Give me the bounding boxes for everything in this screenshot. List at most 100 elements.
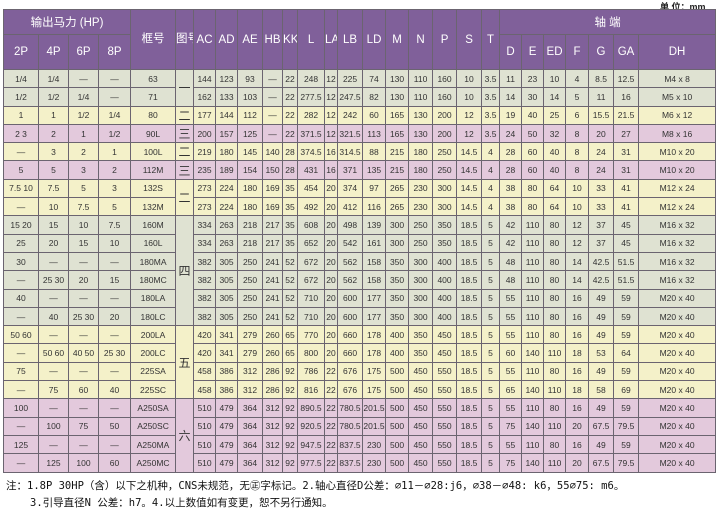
shaft-cell: 40 xyxy=(543,142,567,162)
dim-cell: 400 xyxy=(432,306,458,327)
dim-cell: 14.5 xyxy=(456,178,483,199)
dim-cell: 144 xyxy=(215,105,239,125)
shaft-cell: 48 xyxy=(499,270,523,290)
dim-cell: 150 xyxy=(262,160,284,180)
shaft-cell: 49 xyxy=(588,288,615,308)
dim-cell: 224 xyxy=(215,178,239,199)
dim-header: L xyxy=(297,9,326,70)
shaft-cell: M16 x 32 xyxy=(638,270,717,290)
shaft-cell: 42 xyxy=(499,215,523,235)
shaft-cell: 59 xyxy=(613,361,640,382)
dim-cell: 20 xyxy=(324,215,339,235)
shaft-cell: 59 xyxy=(613,434,640,455)
dim-cell: 230 xyxy=(408,178,434,199)
notes: 注：1.8P 30HP（含）以下之机种，CNS未规范，无㊣字标记。2.轴心直径D… xyxy=(6,478,624,512)
dim-cell: — xyxy=(262,68,284,89)
dim-cell: 562 xyxy=(337,270,364,290)
shaft-cell: 49 xyxy=(588,398,615,418)
dim-cell: 52 xyxy=(282,306,299,327)
unit-label: 单 位：mm xyxy=(660,2,706,12)
dim-cell: 5 xyxy=(481,288,501,308)
dim-cell: 300 xyxy=(408,251,434,272)
dim-cell: 382 xyxy=(193,306,217,327)
hp-cell: — xyxy=(3,453,39,473)
dim-cell: 22 xyxy=(324,434,339,455)
shaft-cell: 45 xyxy=(613,215,640,235)
dim-cell: 5 xyxy=(481,434,501,455)
dim-cell: 20 xyxy=(324,288,339,308)
dim-cell: 3.5 xyxy=(481,87,501,107)
dim-cell: 158 xyxy=(362,251,387,272)
dim-cell: 130 xyxy=(385,87,410,107)
shaft-cell: 16 xyxy=(565,306,590,327)
hp-cell: 25 30 xyxy=(97,343,132,363)
dim-cell: 600 xyxy=(337,288,364,308)
dim-cell: 157 xyxy=(215,123,239,144)
dim-cell: 28 xyxy=(282,142,299,162)
hp-cell: 15 20 xyxy=(3,215,39,235)
table-row: —75 60 40 225SC 458 386 312 286 92 816 22 676 175 500… xyxy=(3,380,717,400)
dim-cell: 20 xyxy=(324,306,339,327)
hp-cell: — xyxy=(97,325,132,345)
shaft-cell: 49 xyxy=(588,361,615,382)
dim-cell: 139 xyxy=(362,215,387,235)
dim-cell: 160 xyxy=(432,87,458,107)
dim-cell: 169 xyxy=(262,178,284,199)
dim-cell: 201.5 xyxy=(362,416,387,436)
dim-cell: 16 xyxy=(324,142,339,162)
shaft-cell: 30 xyxy=(521,87,545,107)
dim-cell: 247.5 xyxy=(337,87,364,107)
dim-cell: 103 xyxy=(237,87,264,107)
shaft-cell: 10 xyxy=(565,197,590,217)
shaft-cell: 42.5 xyxy=(588,270,615,290)
shaft-cell: 16 xyxy=(565,288,590,308)
shaft-cell: 55 xyxy=(499,398,523,418)
shaft-cell: 51.5 xyxy=(613,251,640,272)
shaft-cell: M20 x 40 xyxy=(638,434,717,455)
dim-cell: 12 xyxy=(456,105,483,125)
shaft-cell: 110 xyxy=(521,325,545,345)
shaft-cell: 59 xyxy=(613,398,640,418)
shaft-cell: 11 xyxy=(499,68,523,89)
dim-cell: 52 xyxy=(282,251,299,272)
dim-cell: 92 xyxy=(282,453,299,473)
dim-cell: 273 xyxy=(193,197,217,217)
shaft-cell: 14 xyxy=(499,87,523,107)
hp-cell: — xyxy=(97,288,132,308)
dim-cell: 241 xyxy=(262,306,284,327)
dim-cell: 225 xyxy=(337,68,364,89)
dim-cell: 65 xyxy=(282,325,299,345)
dim-cell: 20 xyxy=(324,270,339,290)
shaft-header: GA xyxy=(613,34,640,70)
dim-cell: 22 xyxy=(282,105,299,125)
dim-cell: 263 xyxy=(215,233,239,253)
dim-cell: 305 xyxy=(215,306,239,327)
hp-cell: 100 xyxy=(68,453,99,473)
shaft-header: D xyxy=(499,34,523,70)
frame-cell: A250SA xyxy=(130,398,177,418)
dim-cell: 180 xyxy=(408,142,434,162)
dim-cell: 286 xyxy=(262,380,284,400)
dim-cell: 145 xyxy=(237,142,264,162)
hp-cell: — xyxy=(68,434,99,455)
dim-cell: — xyxy=(262,105,284,125)
dim-cell: 130 xyxy=(408,105,434,125)
shaft-cell: 10 xyxy=(543,68,567,89)
shaft-cell: 80 xyxy=(521,178,545,199)
hp-cell: — xyxy=(3,380,39,400)
frame-cell: 180LC xyxy=(130,306,177,327)
hp-cell: 50 xyxy=(97,416,132,436)
hp-cell: — xyxy=(68,68,99,89)
shaft-cell: 40 xyxy=(521,105,545,125)
hp-cell: 5 xyxy=(38,160,69,180)
dim-cell: 20 xyxy=(324,343,339,363)
shaft-header: ED xyxy=(543,34,567,70)
frame-cell: 100L xyxy=(130,142,177,162)
pole-header: 8P xyxy=(97,34,132,70)
dim-cell: 175 xyxy=(362,380,387,400)
shaft-cell: 79.5 xyxy=(613,416,640,436)
shaft-cell: M16 x 32 xyxy=(638,233,717,253)
dim-cell: 248 xyxy=(297,68,326,89)
shaft-group-header: 轴 端 xyxy=(499,9,717,35)
dim-cell: 200 xyxy=(432,123,458,144)
